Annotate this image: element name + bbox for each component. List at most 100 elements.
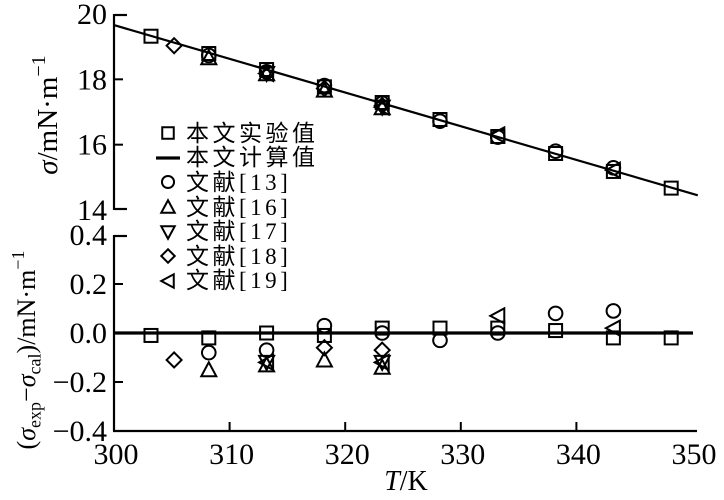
x-tick-label: 320 [325, 438, 370, 471]
label-part: /mN·m [32, 76, 64, 160]
line-icon [156, 156, 180, 160]
top-triangle-up-marker [199, 48, 218, 66]
label-part: cal [25, 353, 45, 374]
bottom-circle-marker [316, 317, 333, 334]
bottom-square-marker [663, 330, 679, 346]
label-part: −1 [28, 55, 50, 76]
top-circle-marker [547, 143, 564, 159]
label-part: −1 [8, 251, 28, 270]
circle-icon [160, 175, 176, 190]
bottom-triangle-down-marker [373, 354, 392, 373]
top-circle-marker [316, 77, 333, 94]
x-tick-label: 330 [440, 438, 485, 471]
line-legend-icon [155, 146, 186, 170]
bottom-triangle-up-marker [373, 357, 392, 375]
top-y-tick-label: 16 [77, 129, 107, 162]
top-triangle-left-marker [372, 97, 390, 117]
bottom-circle-marker [374, 325, 390, 341]
legend-item-4: 文献[16] [155, 195, 319, 220]
triangle-left-icon-shape [159, 272, 175, 290]
legend-item-3: 文献[13] [155, 170, 319, 195]
bottom-square-marker [490, 320, 506, 336]
legend-item-label: 文献[16] [186, 194, 292, 220]
bottom-square-marker [201, 330, 217, 346]
top-diamond-marker [315, 79, 334, 98]
bottom-triangle-left-marker [372, 353, 390, 372]
bottom-square-marker [316, 327, 332, 343]
triangle-up-icon [159, 198, 177, 214]
bottom-circle-marker [605, 303, 622, 319]
x-tick-label: 340 [556, 438, 601, 471]
legend-item-label: 文献[18] [186, 243, 292, 269]
bottom-y-axis-label: (σexp−σcal)/mN·m−1 [8, 251, 45, 450]
label-part: σ [32, 159, 64, 175]
square-legend-icon [155, 121, 186, 145]
triangle-up-legend-icon [155, 195, 186, 219]
legend: 本文实验值 本文计算值 文献[13] 文献[16] 文献[17] 文献[18] 文献[19] [155, 121, 319, 293]
legend-item-5: 文献[17] [155, 219, 319, 244]
legend-item-2: 本文计算值 [155, 146, 319, 171]
top-triangle-down-marker [373, 99, 392, 117]
x-tick-label: 350 [672, 438, 717, 471]
top-triangle-down-marker [257, 65, 276, 84]
bottom-diamond-marker [165, 351, 184, 369]
bottom-square-marker [259, 325, 275, 341]
legend-item-7: 文献[19] [155, 269, 319, 294]
diamond-icon [159, 248, 177, 265]
triangle-left-icon [159, 272, 175, 290]
bottom-circle-marker [200, 344, 217, 361]
top-triangle-left-marker [256, 64, 275, 83]
square-icon-shape [161, 126, 175, 141]
bottom-y-tick-label: −0.4 [53, 415, 107, 448]
triangle-down-icon [159, 224, 177, 241]
bottom-square-marker [432, 320, 448, 336]
label-part: )/mN·m [12, 270, 41, 354]
bottom-triangle-up-marker [315, 350, 334, 368]
bottom-diamond-marker [315, 338, 334, 357]
bottom-circle-marker [547, 305, 564, 322]
bottom-triangle-left-marker [488, 306, 506, 326]
bottom-y-tick-label: 0.4 [70, 219, 108, 252]
top-diamond-marker [373, 96, 392, 115]
bottom-y-tick-label: 0.0 [70, 317, 108, 350]
x-tick-label: 300 [94, 438, 139, 471]
legend-item-label: 本文计算值 [186, 145, 319, 171]
bottom-y-tick-label: −0.2 [53, 366, 107, 399]
top-y-tick-label: 14 [77, 194, 107, 227]
bottom-triangle-left-marker [603, 318, 621, 338]
bottom-square-marker [548, 323, 564, 339]
top-circle-marker [432, 113, 448, 129]
triangle-down-legend-icon [155, 220, 186, 244]
bottom-square-marker [143, 327, 159, 343]
label-part: exp [25, 402, 45, 428]
bottom-y-tick-label: 0.2 [70, 268, 108, 301]
legend-item-label: 文献[17] [186, 219, 292, 245]
triangle-up-icon-shape [159, 198, 177, 214]
diamond-legend-icon [155, 244, 186, 268]
circle-legend-icon [155, 170, 186, 194]
x-axis-label: T/K [384, 466, 428, 497]
x-tick-label: 310 [209, 438, 254, 471]
label-part: /K [400, 466, 428, 497]
top-square-marker [143, 28, 159, 44]
label-part: T [384, 466, 402, 497]
bottom-triangle-down-marker [257, 354, 276, 373]
label-part: ( [12, 441, 41, 450]
top-triangle-left-marker [488, 125, 506, 145]
bottom-circle-marker [489, 325, 506, 341]
top-triangle-left-marker [603, 160, 621, 180]
circle-icon-shape [160, 175, 176, 190]
label-part: σ [12, 373, 41, 387]
diamond-icon-shape [159, 248, 177, 265]
top-square-marker [663, 180, 679, 196]
line-icon-shape [156, 156, 180, 160]
square-icon [161, 126, 175, 141]
top-y-tick-label: 20 [77, 0, 107, 31]
top-y-axis-label: σ/mN·m−1 [28, 55, 64, 174]
bottom-square-marker [374, 320, 390, 336]
triangle-down-icon-shape [159, 224, 177, 241]
label-part: σ [12, 427, 41, 441]
bottom-triangle-up-marker [199, 360, 218, 378]
